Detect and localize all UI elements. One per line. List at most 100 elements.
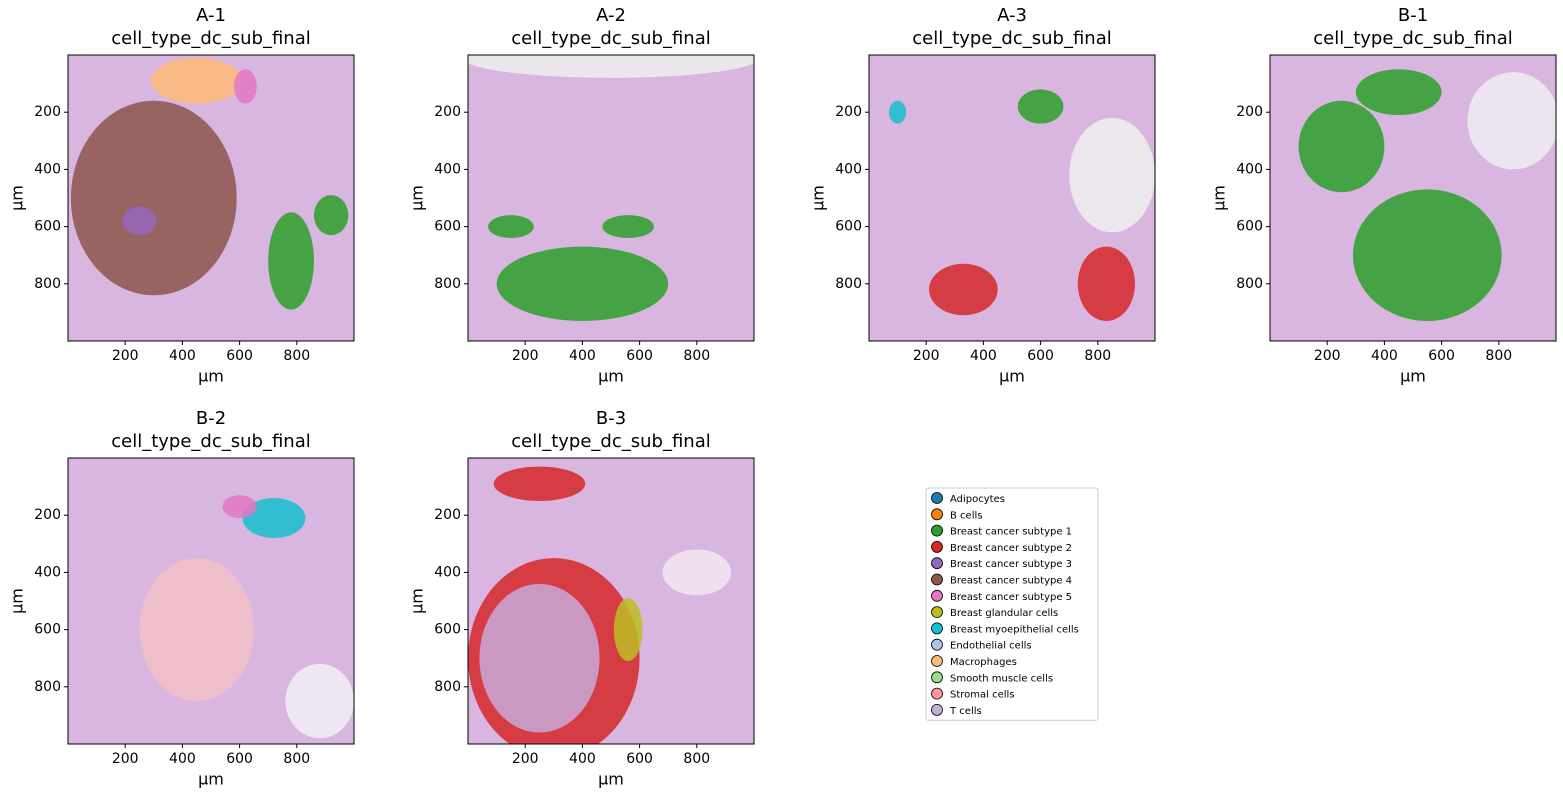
y-tick-label: 400	[434, 564, 461, 580]
x-tick-label: 600	[226, 751, 253, 767]
y-tick-label: 600	[34, 622, 61, 638]
panel-subtitle: cell_type_dc_sub_final	[111, 28, 311, 49]
tissue-region	[479, 583, 600, 733]
x-tick-label: 600	[226, 348, 253, 364]
tissue-region	[139, 558, 254, 702]
y-tick-label: 600	[1236, 219, 1263, 235]
legend-marker	[931, 704, 943, 716]
y-tick-label: 800	[34, 276, 61, 292]
y-tick-label: 600	[434, 219, 461, 235]
legend-marker	[931, 671, 943, 684]
panel-title: B-1	[1398, 5, 1428, 26]
x-tick-label: 400	[970, 348, 997, 364]
tissue-region	[70, 100, 237, 296]
axes-frame	[467, 54, 755, 342]
tissue-region	[496, 246, 669, 321]
y-tick-label: 400	[34, 564, 61, 580]
y-tick-label: 200	[434, 104, 461, 120]
tissue-region	[1077, 246, 1135, 321]
y-tick-label: 800	[34, 679, 61, 695]
tissue-region	[242, 498, 306, 539]
tissue-image	[468, 55, 754, 341]
legend-label: Breast cancer subtype 3	[950, 559, 1072, 570]
tissue-region	[122, 206, 157, 236]
y-tick-label: 800	[1236, 276, 1263, 292]
tissue-region	[488, 215, 534, 239]
x-tick-label: 600	[1027, 348, 1054, 364]
tissue-region	[662, 549, 732, 596]
panel-title: A-1	[196, 5, 226, 26]
legend-marker	[931, 622, 943, 635]
tissue-region	[268, 212, 314, 310]
legend-label: T cells	[949, 706, 982, 717]
y-axis-label: µm	[809, 185, 828, 211]
tissue-region	[468, 55, 754, 78]
y-tick-label: 800	[434, 276, 461, 292]
panel-title: B-2	[196, 408, 226, 429]
tissue-region	[493, 466, 586, 501]
y-axis-label: µm	[408, 588, 427, 614]
panel-subtitle: cell_type_dc_sub_final	[511, 431, 711, 452]
legend-marker	[931, 557, 943, 570]
y-axis-label: µm	[408, 185, 427, 211]
legend-label: Breast glandular cells	[950, 608, 1058, 619]
axes-frame	[467, 457, 755, 745]
x-tick-label: 200	[512, 348, 539, 364]
tissue-image	[1270, 55, 1556, 341]
legend-label: Breast cancer subtype 5	[950, 592, 1072, 603]
x-tick-label: 200	[1314, 348, 1341, 364]
axes-frame	[1269, 54, 1557, 342]
y-tick-label: 200	[34, 104, 61, 120]
y-axis-label: µm	[8, 185, 27, 211]
legend-marker	[931, 655, 943, 667]
y-tick-label: 200	[34, 507, 61, 523]
tissue-region	[602, 215, 654, 239]
tissue-region	[1352, 189, 1502, 321]
tissue-region	[1355, 69, 1442, 116]
panel-subtitle: cell_type_dc_sub_final	[511, 28, 711, 49]
tissue-region	[313, 195, 349, 236]
legend-marker	[931, 638, 943, 651]
legend-label: Breast cancer subtype 2	[950, 543, 1072, 554]
y-axis-label: µm	[1210, 185, 1229, 211]
x-tick-label: 600	[626, 348, 653, 364]
tissue-image	[468, 458, 754, 744]
axes-frame	[67, 54, 355, 342]
legend-label: Breast cancer subtype 4	[950, 576, 1072, 587]
y-tick-label: 200	[434, 507, 461, 523]
x-axis-label: µm	[198, 770, 224, 789]
x-axis-label: µm	[598, 770, 624, 789]
tissue-region	[1069, 117, 1155, 233]
legend-marker	[931, 492, 943, 504]
x-tick-label: 800	[683, 348, 710, 364]
tissue-region	[1017, 89, 1064, 124]
legend-marker	[931, 573, 943, 586]
x-tick-label: 800	[683, 751, 710, 767]
tissue-region	[613, 598, 643, 662]
x-tick-label: 400	[1371, 348, 1398, 364]
y-tick-label: 600	[34, 219, 61, 235]
tissue-image	[68, 458, 354, 744]
panel-title: A-2	[596, 5, 626, 26]
legend-marker	[931, 606, 943, 618]
y-axis-label: µm	[8, 588, 27, 614]
tissue-region	[929, 263, 998, 316]
legend-label: Macrophages	[950, 657, 1017, 668]
x-tick-label: 400	[569, 751, 596, 767]
x-tick-label: 200	[112, 751, 139, 767]
legend-marker	[931, 589, 943, 602]
legend-marker	[931, 687, 943, 700]
legend-label: B cells	[950, 510, 982, 521]
y-tick-label: 400	[1236, 161, 1263, 177]
legend-frame	[925, 487, 1099, 721]
tissue-region	[1467, 72, 1556, 170]
x-axis-label: µm	[598, 367, 624, 386]
x-tick-label: 200	[112, 348, 139, 364]
tissue-region	[222, 495, 257, 519]
y-tick-label: 600	[835, 219, 862, 235]
x-tick-label: 400	[169, 751, 196, 767]
tissue-region	[150, 57, 243, 104]
